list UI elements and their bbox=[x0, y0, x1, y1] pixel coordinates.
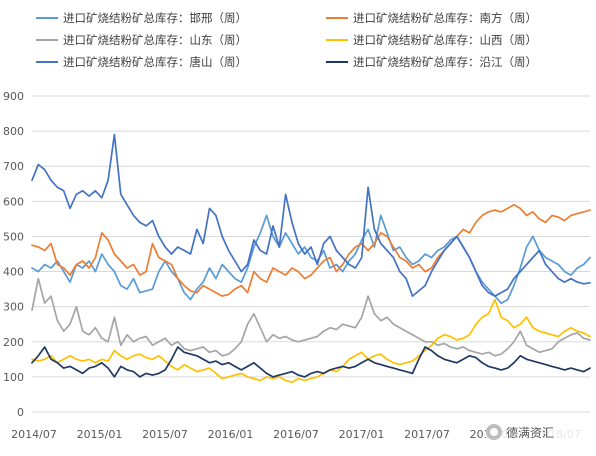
series-line-2 bbox=[31, 277, 591, 357]
legend-label-3: 进口矿烧结粉矿总库存：山西（周） bbox=[353, 33, 537, 47]
x-tick-label: 2017/01 bbox=[339, 428, 385, 441]
y-tick-label: 300 bbox=[3, 301, 24, 314]
x-tick-label: 2015/07 bbox=[142, 428, 188, 441]
y-tick-label: 200 bbox=[3, 336, 24, 349]
x-tick-label: 2017/07 bbox=[404, 428, 450, 441]
x-tick-label: 2015/01 bbox=[77, 428, 123, 441]
y-axis: 0 100 200 300 400 500 600 700 800 900 bbox=[3, 90, 24, 419]
series-line-0 bbox=[31, 214, 591, 305]
watermark-text: 德满资汇 bbox=[506, 425, 555, 440]
y-tick-label: 0 bbox=[17, 406, 24, 419]
x-tick-label: 2014/07 bbox=[11, 428, 57, 441]
y-tick-label: 600 bbox=[3, 195, 24, 208]
legend: 进口矿烧结粉矿总库存：邯邢（周） 进口矿烧结粉矿总库存：南方（周） 进口矿烧结粉矿总… bbox=[36, 11, 537, 69]
y-tick-label: 900 bbox=[3, 90, 24, 103]
series-line-3 bbox=[31, 298, 591, 384]
y-tick-label: 700 bbox=[3, 160, 24, 173]
legend-label-2: 进口矿烧结粉矿总库存：山东（周） bbox=[63, 33, 247, 47]
plot-area bbox=[31, 133, 591, 384]
y-tick-label: 400 bbox=[3, 266, 24, 279]
series-line-4 bbox=[31, 133, 591, 297]
x-tick-label: 2016/07 bbox=[273, 428, 319, 441]
legend-label-0: 进口矿烧结粉矿总库存：邯邢（周） bbox=[63, 11, 247, 25]
y-tick-label: 500 bbox=[3, 230, 24, 243]
legend-label-4: 进口矿烧结粉矿总库存：唐山（周） bbox=[63, 55, 247, 69]
y-tick-label: 100 bbox=[3, 371, 24, 384]
series-line-1 bbox=[31, 203, 591, 297]
x-tick-label: 2016/01 bbox=[208, 428, 254, 441]
legend-label-1: 进口矿烧结粉矿总库存：南方（周） bbox=[353, 11, 537, 25]
y-tick-label: 800 bbox=[3, 125, 24, 138]
series-line-5 bbox=[31, 346, 591, 378]
wechat-icon bbox=[486, 424, 502, 440]
watermark: 德满资汇 bbox=[486, 421, 594, 443]
legend-label-5: 进口矿烧结粉矿总库存：沿江（周） bbox=[353, 55, 537, 69]
